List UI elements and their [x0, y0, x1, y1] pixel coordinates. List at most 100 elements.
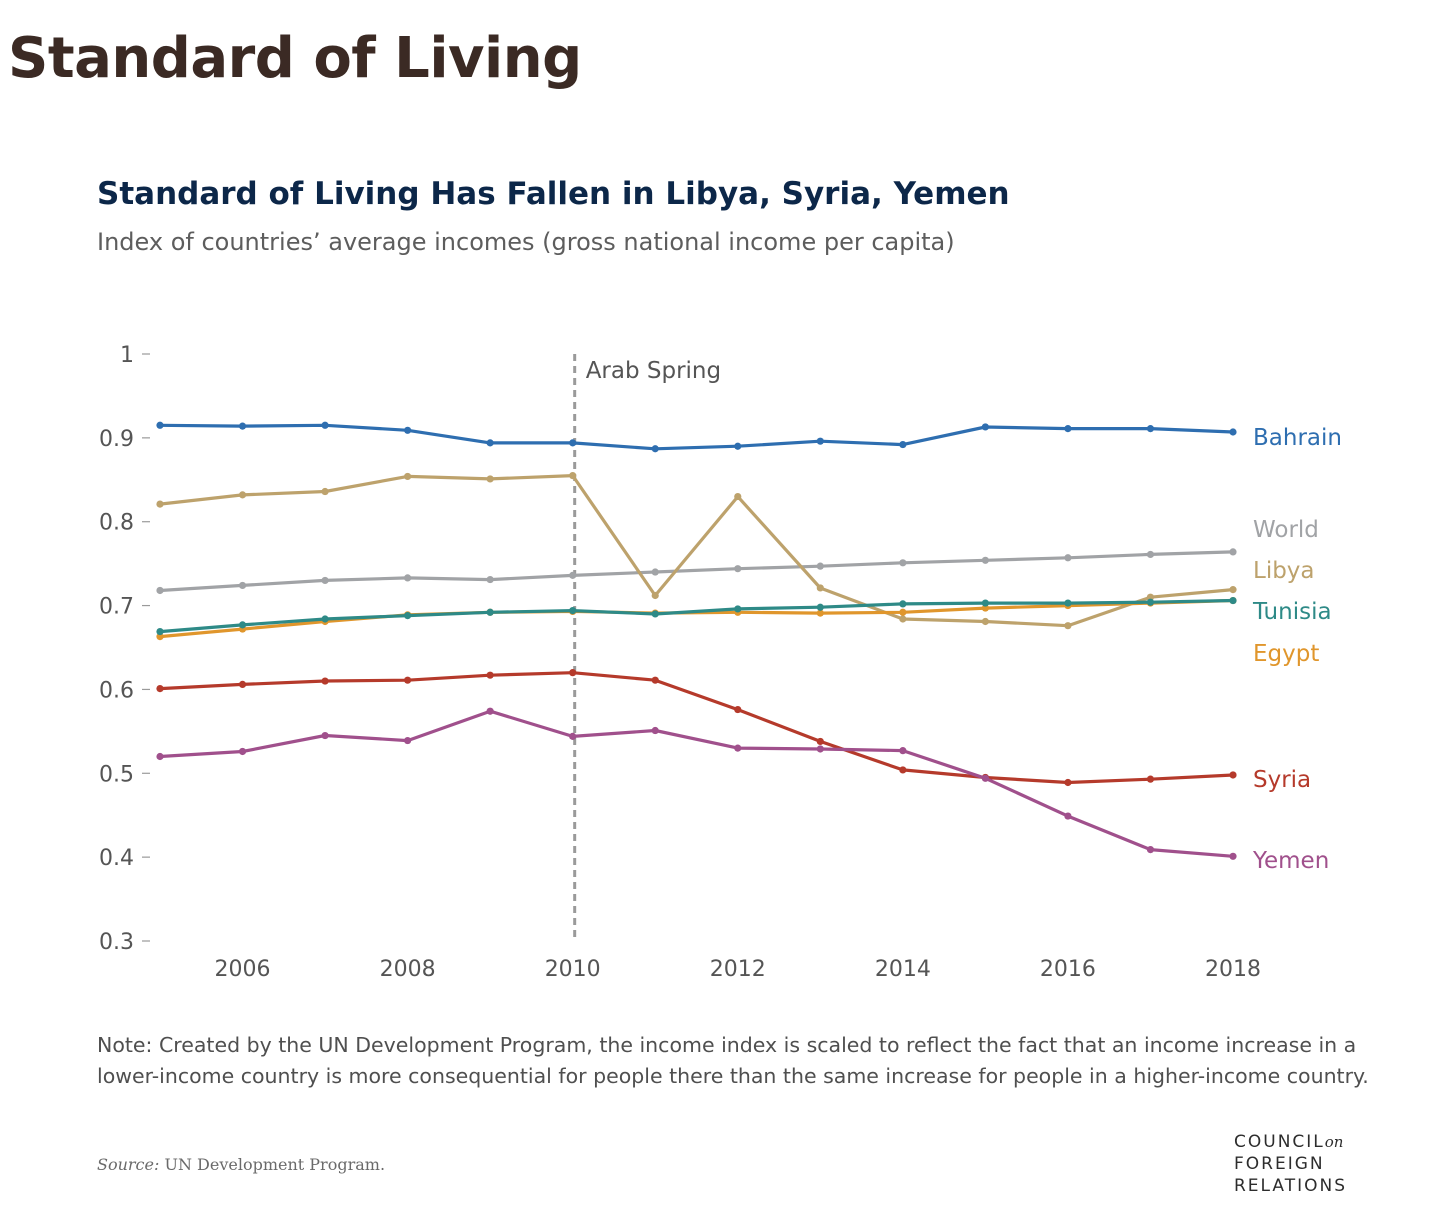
- x-tick-label: 2010: [545, 957, 601, 982]
- chart-source: Source: UN Development Program.: [97, 1155, 385, 1174]
- data-point-libya: [1064, 622, 1072, 630]
- data-point-world: [238, 581, 247, 590]
- data-point-libya: [1146, 593, 1155, 601]
- data-point-syria: [569, 669, 577, 677]
- source-text: UN Development Program.: [159, 1155, 386, 1174]
- data-point-syria: [238, 680, 247, 688]
- chart-title: Standard of Living Has Fallen in Libya, …: [97, 176, 1010, 212]
- data-point-tunisia: [1064, 599, 1072, 607]
- cfr-logo: COUNCILon FOREIGN RELATIONS: [1234, 1131, 1394, 1197]
- data-point-egypt: [816, 609, 824, 617]
- data-point-syria: [404, 676, 412, 684]
- data-point-bahrain: [1229, 428, 1237, 436]
- data-point-libya: [651, 591, 659, 600]
- data-point-bahrain: [816, 437, 824, 445]
- data-point-bahrain: [1064, 425, 1072, 433]
- logo-line-3: RELATIONS: [1234, 1176, 1348, 1196]
- data-point-bahrain: [238, 422, 247, 430]
- data-point-libya: [486, 475, 494, 483]
- series-label-bahrain: Bahrain: [1253, 425, 1342, 451]
- series-line-yemen: [158, 709, 1235, 858]
- data-point-world: [734, 565, 742, 573]
- source-label: Source:: [97, 1155, 160, 1174]
- data-point-bahrain: [569, 439, 577, 447]
- x-tick-label: 2018: [1205, 957, 1261, 982]
- data-point-yemen: [1064, 812, 1072, 820]
- y-tick-label: 0.3: [99, 930, 134, 955]
- data-point-yemen: [486, 707, 494, 715]
- y-tick-label: 0.9: [99, 427, 134, 452]
- series-label-tunisia: Tunisia: [1252, 599, 1332, 625]
- data-point-yemen: [981, 774, 989, 782]
- series-label-libya: Libya: [1253, 558, 1315, 584]
- data-point-world: [156, 586, 164, 595]
- data-point-world: [404, 574, 412, 582]
- data-point-libya: [569, 471, 577, 480]
- data-point-world: [486, 575, 494, 584]
- data-point-bahrain: [981, 423, 989, 431]
- data-point-bahrain: [1146, 425, 1155, 433]
- logo-on: on: [1324, 1133, 1344, 1151]
- series-line-syria: [158, 671, 1235, 785]
- data-point-egypt: [899, 608, 907, 616]
- data-point-tunisia: [156, 627, 164, 636]
- x-tick-label: 2012: [710, 957, 766, 982]
- data-point-bahrain: [486, 439, 494, 447]
- y-tick-label: 0.6: [99, 678, 134, 703]
- y-tick-label: 0.8: [99, 511, 134, 536]
- data-point-yemen: [816, 745, 824, 753]
- data-point-libya: [981, 617, 989, 626]
- data-point-bahrain: [156, 421, 164, 429]
- data-point-bahrain: [404, 426, 412, 434]
- data-point-libya: [816, 584, 824, 592]
- series-line-world: [158, 550, 1235, 593]
- data-point-tunisia: [899, 600, 907, 608]
- chart-note: Note: Created by the UN Development Prog…: [97, 1033, 1369, 1088]
- data-point-syria: [1064, 778, 1072, 787]
- logo-line-1: COUNCILon: [1234, 1131, 1394, 1153]
- data-point-tunisia: [1146, 598, 1155, 606]
- data-point-world: [651, 568, 659, 576]
- data-point-world: [569, 571, 577, 579]
- data-point-bahrain: [899, 440, 907, 449]
- x-tick-label: 2016: [1040, 957, 1096, 982]
- data-point-syria: [651, 676, 659, 684]
- data-point-tunisia: [404, 612, 412, 620]
- data-point-tunisia: [486, 608, 494, 616]
- y-tick-label: 0.7: [99, 595, 134, 620]
- chart-subtitle: Index of countries’ average incomes (gro…: [97, 228, 955, 256]
- series-label-world: World: [1253, 517, 1319, 543]
- data-point-syria: [1146, 775, 1155, 783]
- data-point-syria: [899, 766, 907, 774]
- data-point-libya: [734, 492, 742, 501]
- data-point-libya: [404, 472, 412, 481]
- series-line-bahrain: [158, 423, 1235, 451]
- data-point-libya: [156, 500, 164, 508]
- data-point-tunisia: [321, 615, 329, 623]
- data-point-world: [1146, 550, 1155, 559]
- data-point-bahrain: [651, 445, 659, 453]
- data-point-yemen: [899, 747, 907, 755]
- data-point-yemen: [238, 747, 247, 756]
- data-point-libya: [899, 615, 907, 623]
- data-point-syria: [734, 705, 742, 714]
- data-point-world: [321, 576, 329, 585]
- y-tick-label: 0.5: [99, 762, 134, 787]
- data-point-world: [981, 556, 989, 564]
- data-point-egypt: [156, 632, 164, 641]
- data-point-world: [1229, 548, 1237, 556]
- data-point-yemen: [569, 732, 577, 740]
- data-point-syria: [1229, 771, 1237, 779]
- page-title: Standard of Living: [8, 26, 582, 91]
- line-chart: 1 0.9 0.8 0.7 0.6 0.5 0.4 0.3 2006 2008 2010 2012 20…: [99, 343, 1342, 982]
- data-point-bahrain: [321, 421, 329, 429]
- y-tick-label: 0.4: [99, 846, 134, 871]
- data-point-yemen: [321, 731, 329, 740]
- data-point-tunisia: [651, 610, 659, 618]
- data-point-bahrain: [734, 442, 742, 450]
- data-point-syria: [156, 684, 164, 693]
- y-tick-label: 1: [120, 343, 134, 368]
- data-point-libya: [1229, 586, 1237, 594]
- data-point-tunisia: [981, 599, 989, 607]
- series-label-yemen: Yemen: [1252, 848, 1329, 874]
